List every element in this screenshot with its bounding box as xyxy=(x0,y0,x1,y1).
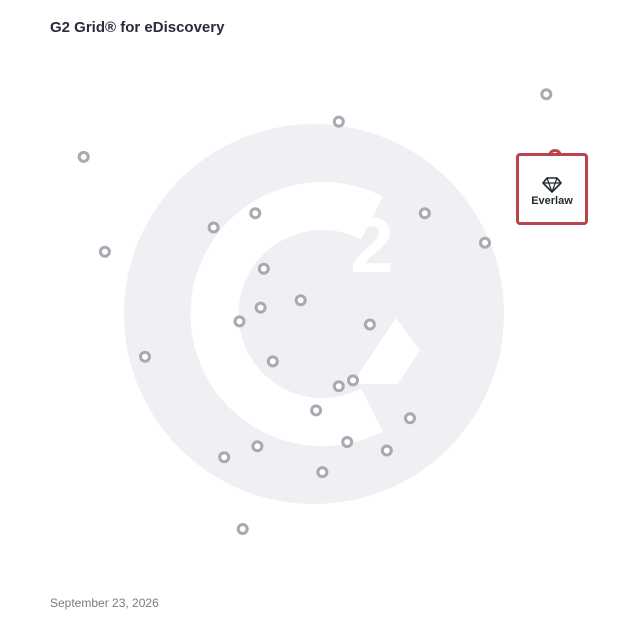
data-point-13[interactable] xyxy=(363,318,376,331)
svg-text:2: 2 xyxy=(350,201,393,289)
callout-label: Everlaw xyxy=(531,195,573,207)
everlaw-callout[interactable]: Everlaw xyxy=(516,153,588,225)
data-point-5[interactable] xyxy=(207,221,220,234)
data-point-9[interactable] xyxy=(257,262,270,275)
data-point-19[interactable] xyxy=(404,412,416,425)
data-point-16[interactable] xyxy=(347,374,359,387)
data-point-11[interactable] xyxy=(254,301,267,314)
data-point-15[interactable] xyxy=(266,355,279,368)
data-point-12[interactable] xyxy=(233,315,246,328)
everlaw-diamond-icon xyxy=(542,177,562,193)
report-date: September 23, 2026 xyxy=(50,596,159,610)
data-point-18[interactable] xyxy=(310,404,323,417)
data-point-23[interactable] xyxy=(380,444,393,457)
data-point-1[interactable] xyxy=(540,88,553,101)
data-point-17[interactable] xyxy=(332,380,345,393)
data-point-21[interactable] xyxy=(251,440,264,453)
data-point-10[interactable] xyxy=(294,294,307,307)
data-point-25[interactable] xyxy=(236,523,249,535)
chart-title: G2 Grid® for eDiscovery xyxy=(50,19,225,36)
data-point-8[interactable] xyxy=(98,245,111,258)
data-point-6[interactable] xyxy=(418,207,431,220)
data-point-3[interactable] xyxy=(77,150,90,163)
data-point-2[interactable] xyxy=(332,115,345,128)
data-point-7[interactable] xyxy=(479,236,491,249)
data-point-20[interactable] xyxy=(341,436,354,448)
g2-watermark-icon: 2 xyxy=(124,124,504,504)
data-point-24[interactable] xyxy=(316,466,329,479)
data-point-14[interactable] xyxy=(139,350,151,363)
data-point-4[interactable] xyxy=(249,207,262,220)
data-point-22[interactable] xyxy=(218,451,231,464)
data-points xyxy=(77,88,553,535)
